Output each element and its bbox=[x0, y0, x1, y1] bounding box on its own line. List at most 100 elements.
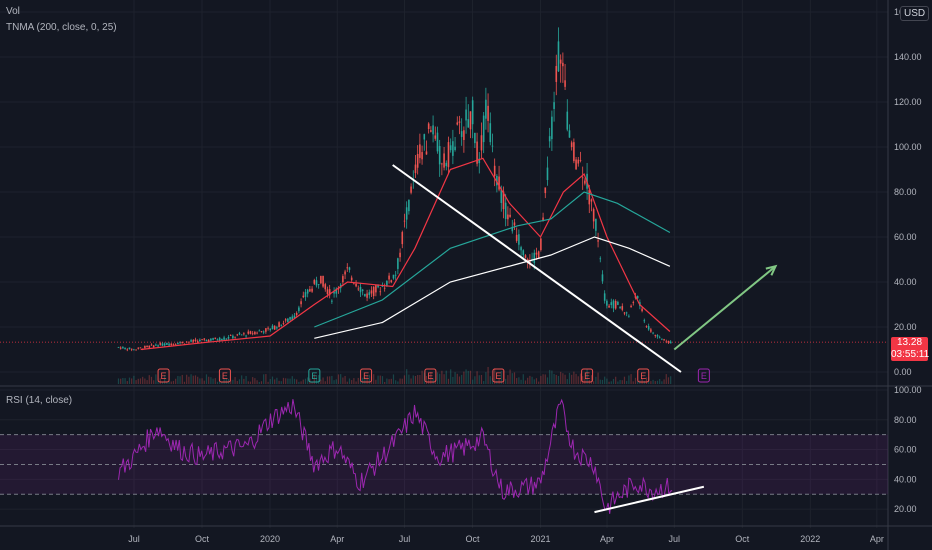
time-tick-label: 2022 bbox=[800, 534, 820, 544]
volume-bar bbox=[214, 378, 216, 384]
volume-bar bbox=[472, 379, 474, 384]
candle-body bbox=[421, 152, 423, 160]
earnings-marker-box bbox=[697, 368, 710, 383]
volume-bar bbox=[307, 377, 309, 384]
volume-bar bbox=[617, 381, 619, 384]
rsi-tick-label: 80.00 bbox=[894, 415, 917, 425]
bar-countdown: 03:55:11 bbox=[891, 349, 930, 360]
volume-bar bbox=[423, 372, 425, 384]
volume-bar bbox=[641, 378, 643, 384]
volume-bar bbox=[632, 381, 634, 384]
volume-bar bbox=[175, 378, 177, 384]
candle-body bbox=[381, 286, 384, 287]
rsi-line bbox=[118, 398, 673, 514]
candle-body bbox=[348, 267, 351, 270]
candle-body bbox=[205, 339, 208, 342]
volume-bar bbox=[483, 381, 485, 384]
candle-body bbox=[645, 326, 648, 328]
volume-bar bbox=[408, 374, 410, 384]
candle-body bbox=[225, 338, 228, 340]
volume-bar bbox=[238, 379, 241, 384]
price-tick-label: 40.00 bbox=[894, 277, 917, 287]
volume-bar bbox=[131, 378, 133, 384]
candle-body bbox=[619, 306, 621, 309]
candle-body bbox=[148, 345, 151, 348]
volume-bar bbox=[243, 378, 245, 384]
candle-body bbox=[436, 132, 439, 152]
volume-bar bbox=[120, 378, 122, 384]
volume-bar bbox=[186, 374, 188, 384]
candle-body bbox=[190, 340, 192, 342]
candle-body bbox=[278, 322, 280, 328]
candle-body bbox=[430, 130, 432, 132]
candle-body bbox=[575, 159, 577, 170]
candle-body bbox=[317, 284, 320, 285]
volume-bar bbox=[529, 375, 531, 384]
candle-body bbox=[355, 283, 357, 287]
volume-bar bbox=[170, 381, 172, 384]
candle-body bbox=[592, 209, 595, 222]
volume-bar bbox=[564, 374, 566, 384]
volume-bar bbox=[236, 380, 238, 384]
price-tick-label: 140.00 bbox=[894, 52, 922, 62]
volume-bar bbox=[621, 380, 623, 384]
candle-body bbox=[320, 275, 322, 284]
volume-bar bbox=[300, 381, 302, 384]
volume-bar bbox=[610, 381, 612, 384]
candle-body bbox=[476, 141, 478, 164]
time-tick-label: Oct bbox=[735, 534, 750, 544]
candle-body bbox=[126, 349, 129, 351]
candle-body bbox=[559, 59, 562, 64]
volume-bar bbox=[364, 376, 366, 384]
candle-body bbox=[478, 158, 481, 164]
candle-body bbox=[291, 316, 294, 321]
volume-bar bbox=[573, 371, 575, 384]
volume-bar bbox=[241, 375, 243, 384]
volume-bar bbox=[518, 377, 520, 384]
volume-bar bbox=[524, 380, 527, 384]
time-tick-label: Jul bbox=[128, 534, 140, 544]
volume-bar bbox=[223, 377, 225, 384]
volume-bar bbox=[392, 374, 395, 384]
candle-body bbox=[311, 288, 313, 292]
candle-body bbox=[194, 339, 197, 341]
candle-body bbox=[555, 66, 558, 82]
candle-body bbox=[166, 342, 168, 345]
candle-body bbox=[260, 330, 263, 332]
candle-body bbox=[302, 295, 305, 298]
candle-body bbox=[366, 293, 368, 298]
volume-bar bbox=[399, 378, 401, 384]
volume-bar bbox=[135, 380, 137, 384]
candle-body bbox=[284, 319, 287, 321]
candle-body bbox=[159, 343, 162, 345]
volume-bar bbox=[454, 372, 456, 384]
currency-badge[interactable]: USD bbox=[900, 6, 930, 21]
volume-bar bbox=[489, 376, 491, 384]
candle-body bbox=[383, 287, 386, 289]
candle-body bbox=[460, 131, 463, 137]
volume-bar bbox=[601, 379, 604, 384]
candle-body bbox=[414, 164, 417, 173]
earnings-marker: E bbox=[308, 368, 321, 383]
volume-bar bbox=[346, 381, 348, 384]
volume-bar bbox=[608, 381, 610, 384]
candle-body bbox=[298, 307, 300, 312]
volume-bar bbox=[168, 380, 170, 384]
candle-body bbox=[441, 163, 443, 165]
volume-bar bbox=[351, 380, 353, 384]
volume-bar bbox=[177, 375, 179, 384]
candle-body bbox=[557, 41, 560, 72]
earnings-marker: E bbox=[360, 368, 373, 383]
time-tick-label: Jul bbox=[399, 534, 411, 544]
candle-body bbox=[542, 217, 544, 221]
volume-bar bbox=[452, 376, 454, 384]
volume-bar bbox=[384, 381, 386, 384]
volume-bar bbox=[194, 375, 197, 384]
volume-bar bbox=[190, 374, 192, 384]
volume-bar bbox=[463, 371, 465, 384]
candle-body bbox=[449, 145, 452, 151]
candle-body bbox=[214, 337, 217, 339]
candle-body bbox=[405, 207, 408, 220]
